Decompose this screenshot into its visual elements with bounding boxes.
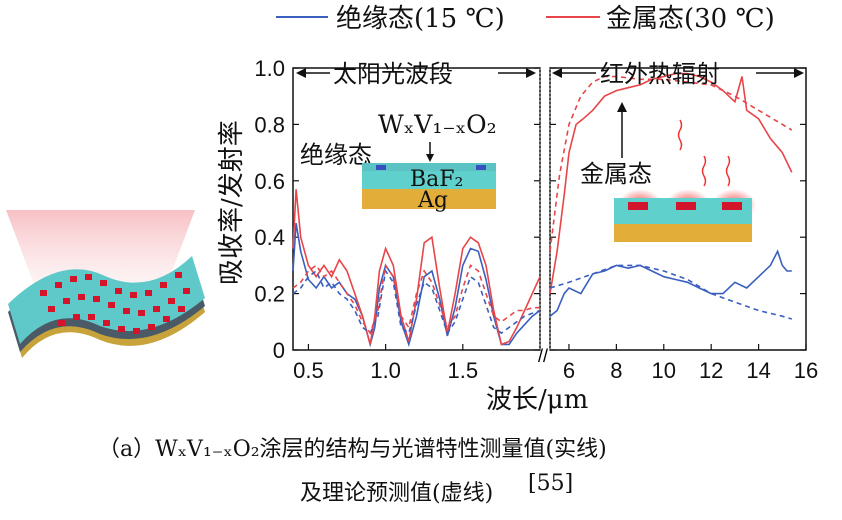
inset-layer-ag: Ag	[417, 188, 448, 213]
label-insulating: 绝缘态	[300, 141, 372, 169]
coating-illustration	[6, 210, 205, 358]
region-ir: 红外热辐射	[552, 60, 804, 88]
series-line-left-2	[292, 268, 541, 335]
y-tick-label: 0.6	[254, 169, 285, 194]
region-solar-label: 太阳光波段	[333, 60, 453, 88]
series-line-right-2	[549, 264, 793, 320]
caption-ref: [55]	[528, 471, 573, 496]
series-line-right-1	[549, 72, 793, 294]
legend: 绝缘态(15 ℃) 金属态(30 ℃)	[276, 4, 775, 34]
x-tick-label: 6	[563, 358, 575, 383]
inset-formula: WₓV₁₋ₓO₂	[378, 110, 497, 139]
inset-layer-baf2: BaF₂	[410, 167, 463, 192]
x-tick-label: 14	[746, 358, 770, 383]
x-tick-label: 8	[610, 358, 622, 383]
y-tick-label: 0.2	[254, 282, 285, 307]
x-tick-label: 16	[794, 358, 818, 383]
right-inset: 金属态	[580, 102, 756, 242]
series-left	[292, 189, 541, 348]
x-tick-label: 12	[699, 358, 723, 383]
series-line-right-0	[549, 249, 792, 317]
x-tick-label: 10	[652, 358, 676, 383]
series-line-left-1	[292, 189, 541, 346]
x-axis-title: 波长/μm	[486, 385, 588, 415]
series-line-right-3	[549, 75, 793, 252]
caption-line-1: （a）WₓV₁₋ₓO₂涂层的结构与光谱特性测量值(实线)	[98, 437, 607, 462]
y-tick-label: 0	[273, 338, 285, 363]
y-axis-title: 吸收率/发射率	[217, 120, 247, 285]
caption-line-2: 及理论预测值(虚线)	[300, 481, 493, 506]
series-right	[549, 72, 793, 320]
x-tick-label: 1.5	[448, 358, 479, 383]
y-tick-label: 0.8	[254, 112, 285, 137]
label-metallic: 金属态	[580, 160, 652, 188]
x-ticks: 0.5 1.0 1.5 6 8 10 12 14 16	[293, 344, 818, 383]
legend-metallic: 金属态(30 ℃)	[606, 4, 775, 34]
region-solar: 太阳光波段	[296, 60, 536, 88]
y-tick-label: 0.4	[254, 225, 285, 250]
region-ir-label: 红外热辐射	[600, 60, 720, 88]
x-tick-label: 0.5	[293, 358, 324, 383]
legend-insulating: 绝缘态(15 ℃)	[336, 4, 505, 34]
y-ticks: 0 0.2 0.4 0.6 0.8 1.0	[254, 56, 806, 363]
y-tick-label: 1.0	[254, 56, 285, 81]
left-inset: WₓV₁₋ₓO₂ 绝缘态 BaF₂ Ag	[300, 110, 497, 213]
axis-break: //	[538, 346, 548, 366]
x-tick-label: 1.0	[370, 358, 401, 383]
series-line-left-3	[292, 263, 540, 335]
